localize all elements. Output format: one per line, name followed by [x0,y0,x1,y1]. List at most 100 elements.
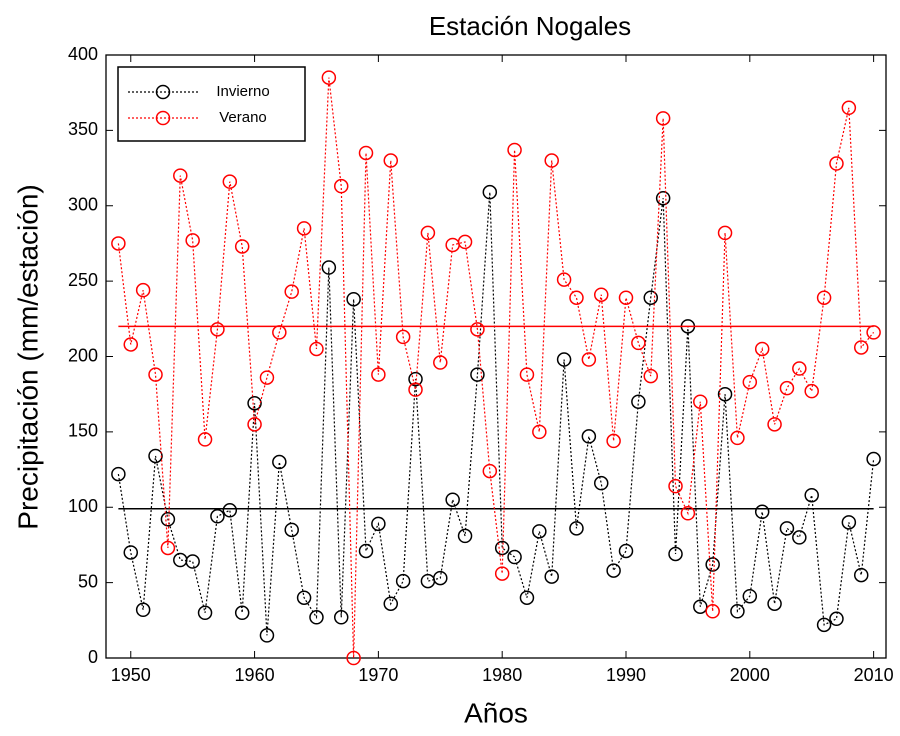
data-point [569,290,584,305]
data-point [655,190,671,206]
legend-marker [155,110,171,126]
data-point [717,386,733,402]
data-point [742,588,758,604]
data-point [259,370,275,385]
data-point [148,367,163,382]
data-point [222,503,238,518]
legend-label: Verano [219,109,267,126]
legend-marker [155,84,171,100]
data-point [643,368,659,384]
data-point [284,284,299,299]
data-point [717,225,733,241]
data-point [606,433,621,449]
data-point [593,475,609,491]
data-point [581,429,597,444]
y-tick-label: 350 [68,119,98,139]
series-line [117,77,875,659]
data-point [593,287,609,302]
data-point [457,234,473,250]
y-tick-label: 100 [68,496,98,516]
data-point [544,153,559,168]
data-point [779,521,795,536]
data-point [544,569,559,584]
y-axis-label: Precipitación (mm/estación) [12,184,43,529]
series-line [117,192,875,636]
y-tick-label: 250 [68,270,98,290]
data-point [309,341,324,357]
data-point [358,543,374,559]
data-point [470,322,485,337]
data-point [804,383,819,399]
y-tick-label: 200 [68,345,98,365]
y-tick-label: 150 [68,421,98,441]
x-tick-label: 1970 [358,665,398,685]
data-point [234,239,250,254]
data-point [135,602,151,618]
data-point [532,424,547,440]
data-point [296,590,312,605]
data-point [284,522,299,538]
data-point [346,291,361,307]
x-tick-label: 1950 [111,665,151,685]
data-point [309,610,324,625]
data-point [135,282,151,298]
data-point [556,352,572,367]
data-point [494,540,510,556]
data-point [804,487,819,503]
data-point [631,394,646,409]
data-point [482,463,498,479]
x-tick-label: 1980 [482,665,522,685]
data-point [655,111,671,126]
data-point [173,168,188,183]
data-point [445,492,460,507]
data-point [730,430,745,446]
data-point [866,451,881,467]
data-point [556,272,572,287]
data-point [222,174,238,189]
data-point [123,545,139,560]
data-point [259,628,275,643]
x-tick-label: 1990 [606,665,646,685]
data-point [408,371,423,387]
plot-frame [105,54,887,659]
data-point [581,352,597,367]
data-point [680,506,696,521]
data-point [408,382,423,397]
data-point [866,325,881,340]
data-point [358,145,374,161]
data-point [507,549,522,565]
data-point [779,380,795,396]
legend-label: Invierno [216,83,269,100]
data-point [433,355,448,370]
data-point [705,604,720,619]
chart-title: Estación Nogales [429,11,631,41]
data-point [371,367,386,382]
data-point [792,361,807,376]
y-tick-label: 50 [78,571,98,591]
x-tick-label: 1960 [235,665,275,685]
data-point [631,335,646,351]
data-point [767,417,782,432]
data-point [767,596,782,611]
data-point [519,590,535,605]
data-point [247,417,262,432]
data-point [754,504,770,520]
data-point [148,448,163,464]
data-point [433,570,448,586]
data-point [754,341,770,357]
data-point [272,454,287,470]
data-point [123,337,139,352]
data-point [507,142,522,158]
data-point [494,566,510,581]
data-point [730,604,745,619]
data-point [160,512,176,527]
data-point [234,605,250,621]
data-point [395,329,411,345]
data-point [383,153,399,168]
y-tick-label: 0 [88,647,98,667]
data-point [606,563,621,578]
data-point [643,290,659,305]
data-point [618,543,634,559]
data-point [482,184,498,200]
